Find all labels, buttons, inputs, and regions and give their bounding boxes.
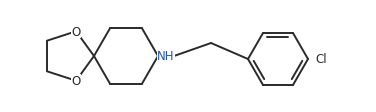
Text: O: O: [71, 26, 81, 38]
Text: O: O: [71, 75, 81, 87]
Text: NH: NH: [157, 50, 175, 63]
Text: Cl: Cl: [315, 53, 327, 66]
